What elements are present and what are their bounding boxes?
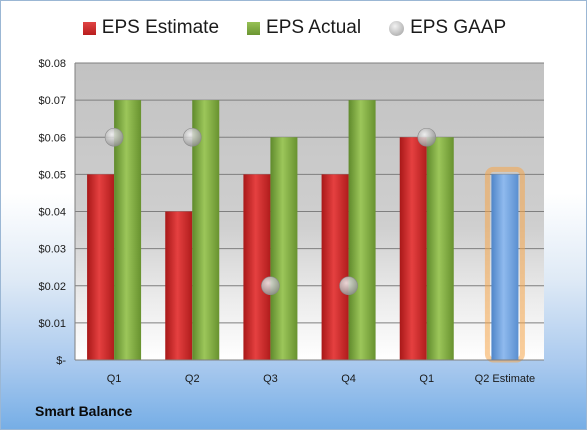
y-tick-label: $0.05 [38,169,66,181]
bar-eps-estimate [165,211,193,360]
y-axis: $- $0.01 $0.02 $0.03 $0.04 $0.05 $0.06 $0.07 $0.… [38,58,76,367]
company-name: Smart Balance [35,403,133,419]
marker-eps-gaap [182,127,202,147]
x-tick-label: Q4 [341,373,356,385]
x-tick-label: Q1 [419,373,434,385]
marker-eps-gaap [104,127,124,147]
legend-label-actual: EPS Actual [266,17,362,38]
marker-eps-gaap [261,276,280,296]
y-tick-label: $0.07 [38,95,66,107]
legend: EPS Estimate EPS Actual EPS GAAP [1,17,586,39]
legend-item-estimate: EPS Estimate [82,17,220,39]
x-axis: Q1 Q2 Q3 Q4 Q1 Q2 Estimate [75,359,544,385]
marker-eps-gaap [339,276,358,296]
bar-eps-actual [348,100,376,360]
y-tick-label: $0.04 [38,207,66,219]
x-tick-label: Q2 Estimate [475,373,536,385]
bar-eps-estimate [399,137,427,360]
bar-eps-estimate [243,174,271,360]
x-tick-label: Q1 [107,373,122,385]
legend-label-estimate: EPS Estimate [101,17,220,38]
x-tick-label: Q2 [185,373,200,385]
legend-label-gaap: EPS GAAP [410,17,507,38]
y-tick-label: $0.01 [38,318,66,330]
y-tick-label: $0.08 [38,58,66,70]
bar-eps-actual [426,137,454,360]
legend-swatch-estimate [82,21,96,35]
bar-eps-estimate-forecast [491,174,519,360]
legend-item-actual: EPS Actual [247,17,361,39]
bar-eps-estimate [321,174,349,360]
bar-eps-estimate [87,174,115,360]
marker-eps-gaap [417,127,437,147]
y-tick-label: $0.06 [38,132,66,144]
y-tick-label: $0.03 [38,244,66,256]
legend-item-gaap: EPS GAAP [389,17,506,39]
y-tick-label: $- [56,355,66,367]
bar-eps-actual [270,137,298,360]
y-tick-label: $0.02 [38,281,66,293]
x-tick-label: Q3 [263,373,278,385]
legend-swatch-actual [247,21,261,35]
legend-swatch-gaap [389,20,405,36]
gaap-markers [104,127,437,296]
